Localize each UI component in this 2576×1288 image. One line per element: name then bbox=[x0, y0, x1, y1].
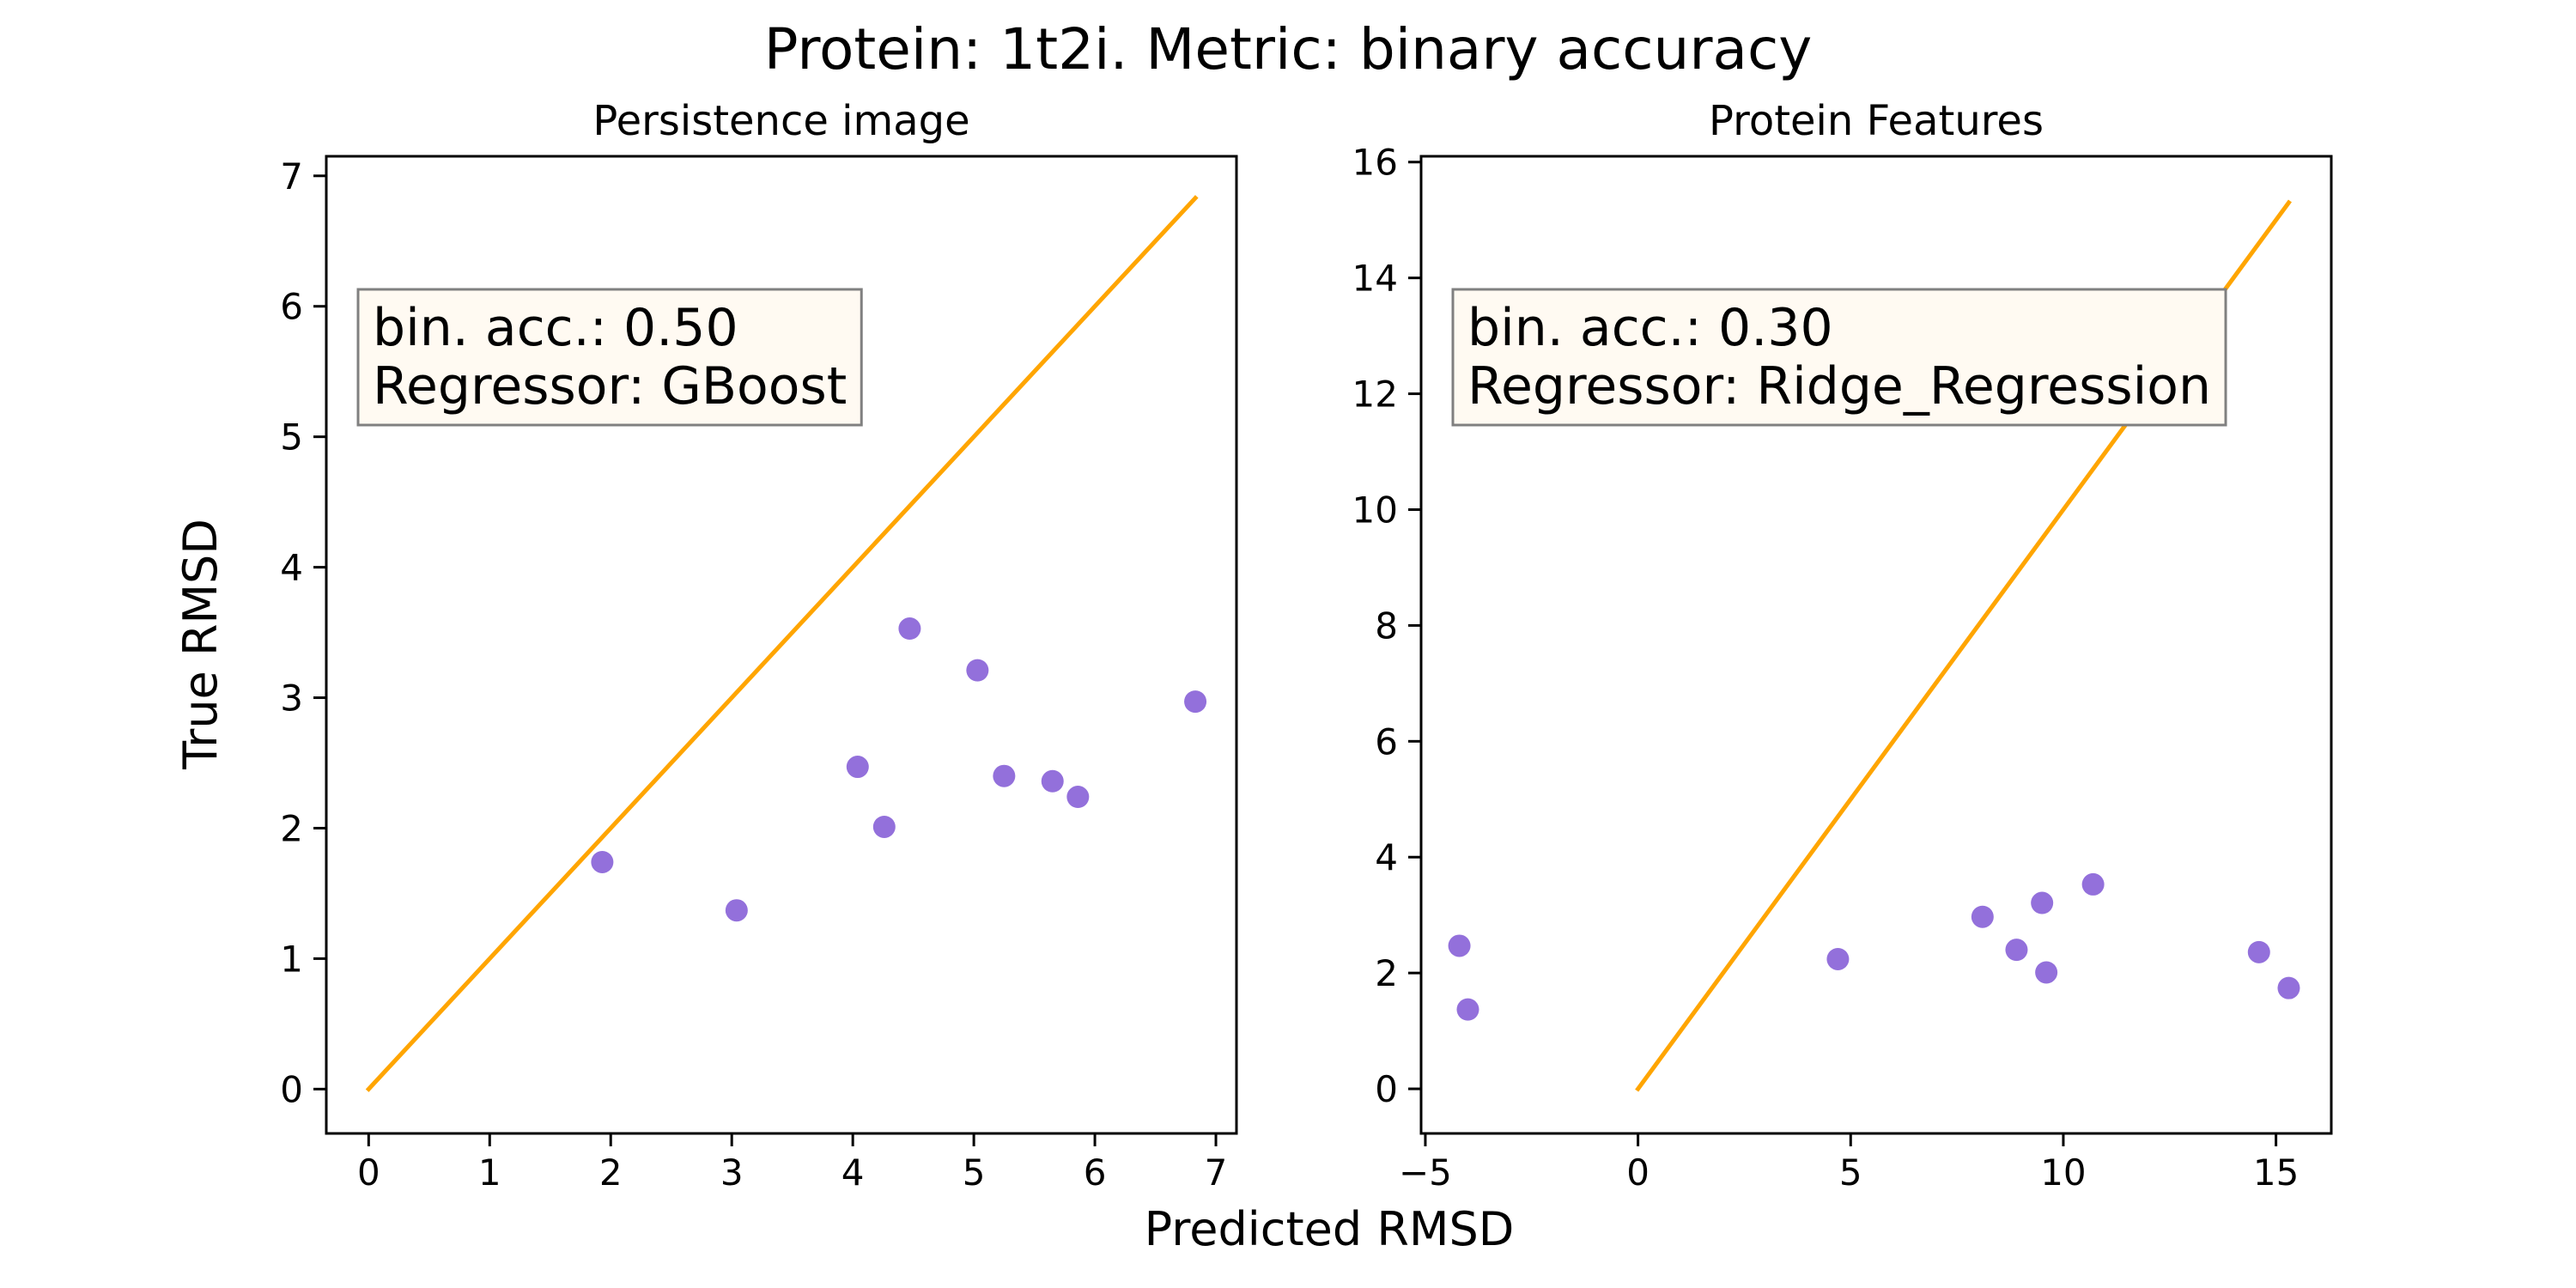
data-point bbox=[2035, 961, 2058, 984]
y-tick-label: 14 bbox=[1352, 258, 1398, 300]
annotation-box bbox=[1451, 288, 2227, 427]
x-tick-label: 5 bbox=[963, 1151, 986, 1194]
panel-protein-features: Protein Features bin. acc.: 0.30Regressor… bbox=[1352, 97, 2333, 1194]
y-tick-label: 6 bbox=[280, 286, 303, 328]
panel-persistence-image: Persistence image bin. acc.: 0.50Regresso… bbox=[280, 97, 1238, 1194]
y-tick-label: 2 bbox=[280, 807, 303, 849]
x-tick-label: 0 bbox=[357, 1151, 380, 1194]
data-point bbox=[872, 815, 896, 838]
x-tick-label: 10 bbox=[2040, 1151, 2086, 1194]
axes-frame bbox=[1419, 155, 2333, 1135]
data-point bbox=[846, 756, 869, 779]
panel-title: Protein Features bbox=[1709, 97, 2044, 145]
data-point bbox=[2247, 940, 2270, 963]
y-tick-label: 3 bbox=[280, 677, 303, 720]
x-tick-label: 7 bbox=[1205, 1151, 1228, 1194]
panel-title: Persistence image bbox=[592, 97, 969, 145]
data-point bbox=[1971, 905, 1994, 928]
y-tick-label: 12 bbox=[1352, 374, 1398, 416]
data-point bbox=[1826, 947, 1850, 970]
data-point bbox=[966, 659, 989, 682]
data-point bbox=[591, 850, 614, 873]
x-tick-label: 15 bbox=[2253, 1151, 2299, 1194]
data-point bbox=[725, 899, 748, 922]
x-tick-label: 2 bbox=[599, 1151, 623, 1194]
figure-suptitle: Protein: 1t2i. Metric: binary accuracy bbox=[764, 16, 1813, 82]
x-tick-label: 6 bbox=[1084, 1151, 1107, 1194]
data-point bbox=[1184, 690, 1207, 714]
data-point bbox=[2081, 872, 2105, 896]
y-tick-label: 0 bbox=[280, 1068, 303, 1110]
y-tick-label: 4 bbox=[1375, 836, 1398, 878]
y-tick-label: 10 bbox=[1352, 489, 1398, 531]
y-tick-label: 2 bbox=[1375, 952, 1398, 994]
data-point bbox=[2277, 976, 2300, 999]
data-point bbox=[1448, 934, 1471, 957]
y-tick-label: 5 bbox=[280, 416, 303, 459]
y-tick-label: 16 bbox=[1352, 142, 1398, 184]
x-tick-label: −5 bbox=[1399, 1151, 1452, 1194]
figure-xlabel: Predicted RMSD bbox=[1145, 1202, 1515, 1256]
data-point bbox=[2031, 891, 2054, 914]
data-point bbox=[2005, 939, 2028, 962]
y-tick-label: 7 bbox=[280, 155, 303, 197]
figure-ylabel: True RMSD bbox=[173, 519, 228, 770]
data-point bbox=[898, 617, 921, 641]
annotation-accuracy: bin. acc.: 0.30 bbox=[1467, 298, 1833, 358]
x-tick-label: 1 bbox=[478, 1151, 501, 1194]
axes-frame bbox=[325, 155, 1238, 1135]
data-point bbox=[1066, 786, 1090, 809]
y-tick-label: 0 bbox=[1375, 1068, 1398, 1110]
data-point bbox=[1041, 769, 1064, 793]
x-tick-label: 5 bbox=[1839, 1151, 1862, 1194]
x-tick-label: 3 bbox=[720, 1151, 744, 1194]
y-tick-label: 4 bbox=[280, 547, 303, 589]
data-point bbox=[993, 764, 1016, 787]
x-tick-label: 4 bbox=[841, 1151, 865, 1194]
y-tick-label: 8 bbox=[1375, 605, 1398, 647]
y-tick-label: 6 bbox=[1375, 720, 1398, 762]
annotation-regressor: Regressor: GBoost bbox=[373, 356, 847, 416]
annotation-accuracy: bin. acc.: 0.50 bbox=[373, 298, 738, 358]
diagonal-line bbox=[365, 195, 1199, 1092]
annotation-regressor: Regressor: Ridge_Regression bbox=[1467, 356, 2211, 416]
annotation-box bbox=[356, 288, 863, 427]
y-tick-label: 1 bbox=[280, 938, 303, 980]
data-point bbox=[1456, 998, 1479, 1021]
x-tick-label: 0 bbox=[1626, 1151, 1649, 1194]
